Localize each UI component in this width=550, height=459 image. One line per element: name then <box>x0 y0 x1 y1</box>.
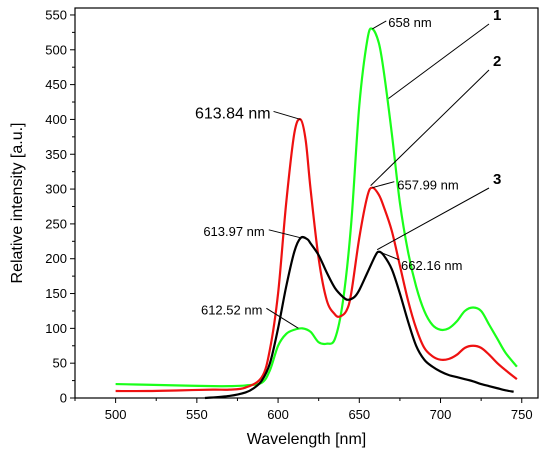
series-line-3 <box>204 235 514 400</box>
y-tick-label: 200 <box>45 251 67 266</box>
curve-label-leader <box>370 69 490 186</box>
annotation-leader <box>266 307 299 329</box>
annotation-leader <box>372 181 395 189</box>
y-axis: 0 50 100 150 200 250 300 350 400 450 500 550 <box>45 7 75 406</box>
y-tick-label: 450 <box>45 77 67 92</box>
series-layer <box>115 27 518 400</box>
curve-number-label: 1 <box>493 7 501 24</box>
y-axis-title: Relative intensity [a.u.] <box>9 123 26 284</box>
x-tick-label: 550 <box>186 407 208 422</box>
annotation-leader <box>378 251 400 261</box>
y-tick-label: 0 <box>60 391 67 406</box>
annotation-leader <box>372 20 387 30</box>
x-tick-label: 650 <box>348 407 370 422</box>
y-tick-label: 250 <box>45 216 67 231</box>
y-tick-label: 150 <box>45 286 67 301</box>
x-axis-title: Wavelength [nm] <box>247 431 366 448</box>
annotation-leader <box>273 110 301 120</box>
peak-annotation: 657.99 nm <box>397 178 458 193</box>
curve-label-leader <box>388 23 490 99</box>
peak-annotation: 658 nm <box>388 15 431 30</box>
peak-annotation: 612.52 nm <box>201 302 262 317</box>
series-line-2 <box>115 118 518 393</box>
annotation-layer: 613.84 nm 613.97 nm 612.52 nm 658 nm 657.99 … <box>195 7 501 329</box>
curve-label-leader <box>376 187 490 251</box>
x-tick-label: 500 <box>105 407 127 422</box>
series-line-1 <box>115 27 518 388</box>
plot-border <box>74 7 539 399</box>
y-tick-label: 100 <box>45 321 67 336</box>
x-axis: 500 550 600 650 700 750 <box>74 398 533 422</box>
curve-number-label: 2 <box>493 53 501 70</box>
y-tick-label: 500 <box>45 42 67 57</box>
y-tick-label: 50 <box>53 356 67 371</box>
y-tick-label: 400 <box>45 112 67 127</box>
curve-number-label: 3 <box>493 171 501 188</box>
annotation-leader <box>268 229 301 239</box>
x-tick-label: 700 <box>430 407 452 422</box>
x-tick-label: 750 <box>511 407 533 422</box>
x-tick-label: 600 <box>267 407 289 422</box>
y-tick-label: 550 <box>45 7 67 22</box>
plot-frame <box>74 7 539 399</box>
peak-annotation: 662.16 nm <box>401 258 462 273</box>
peak-annotation: 613.97 nm <box>203 224 264 239</box>
y-tick-label: 350 <box>45 147 67 162</box>
peak-annotation: 613.84 nm <box>195 105 271 122</box>
y-tick-label: 300 <box>45 182 67 197</box>
